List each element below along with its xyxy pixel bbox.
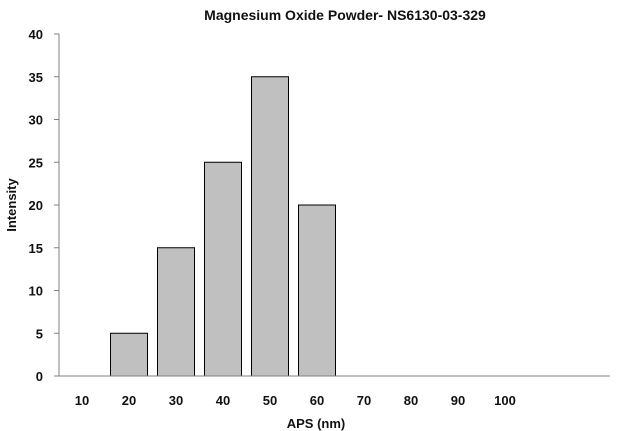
x-tick-label: 80 [404, 393, 418, 408]
x-tick-label: 40 [216, 393, 230, 408]
x-tick-label: 70 [357, 393, 371, 408]
y-tick-label: 25 [29, 155, 43, 170]
y-axis-title: Intensity [4, 178, 19, 232]
x-axis-ticks: 10 20 30 40 50 60 70 80 90 100 [75, 393, 516, 408]
y-tick-label: 35 [29, 70, 43, 85]
x-tick-label: 20 [122, 393, 136, 408]
x-tick-label: 100 [494, 393, 516, 408]
bar-20 [110, 332, 148, 377]
bar-60 [298, 204, 336, 377]
x-tick-label: 60 [310, 393, 324, 408]
y-tick-label: 0 [36, 369, 43, 384]
y-tick-label: 5 [36, 326, 43, 341]
y-tick-label: 20 [29, 198, 43, 213]
y-axis-ticks: 0 5 10 15 20 25 30 35 40 [29, 27, 59, 384]
bar-50 [251, 76, 289, 377]
bar-40 [204, 161, 242, 377]
x-tick-label: 90 [451, 393, 465, 408]
x-tick-label: 10 [75, 393, 89, 408]
y-tick-label: 10 [29, 284, 43, 299]
x-tick-label: 50 [263, 393, 277, 408]
y-tick-label: 30 [29, 113, 43, 128]
y-tick-label: 40 [29, 27, 43, 42]
bar-30 [157, 247, 195, 377]
chart-title: Magnesium Oxide Powder- NS6130-03-329 [204, 7, 486, 23]
x-axis-title: APS (nm) [287, 416, 346, 431]
y-tick-label: 15 [29, 241, 43, 256]
x-tick-label: 30 [169, 393, 183, 408]
bars [110, 76, 336, 377]
